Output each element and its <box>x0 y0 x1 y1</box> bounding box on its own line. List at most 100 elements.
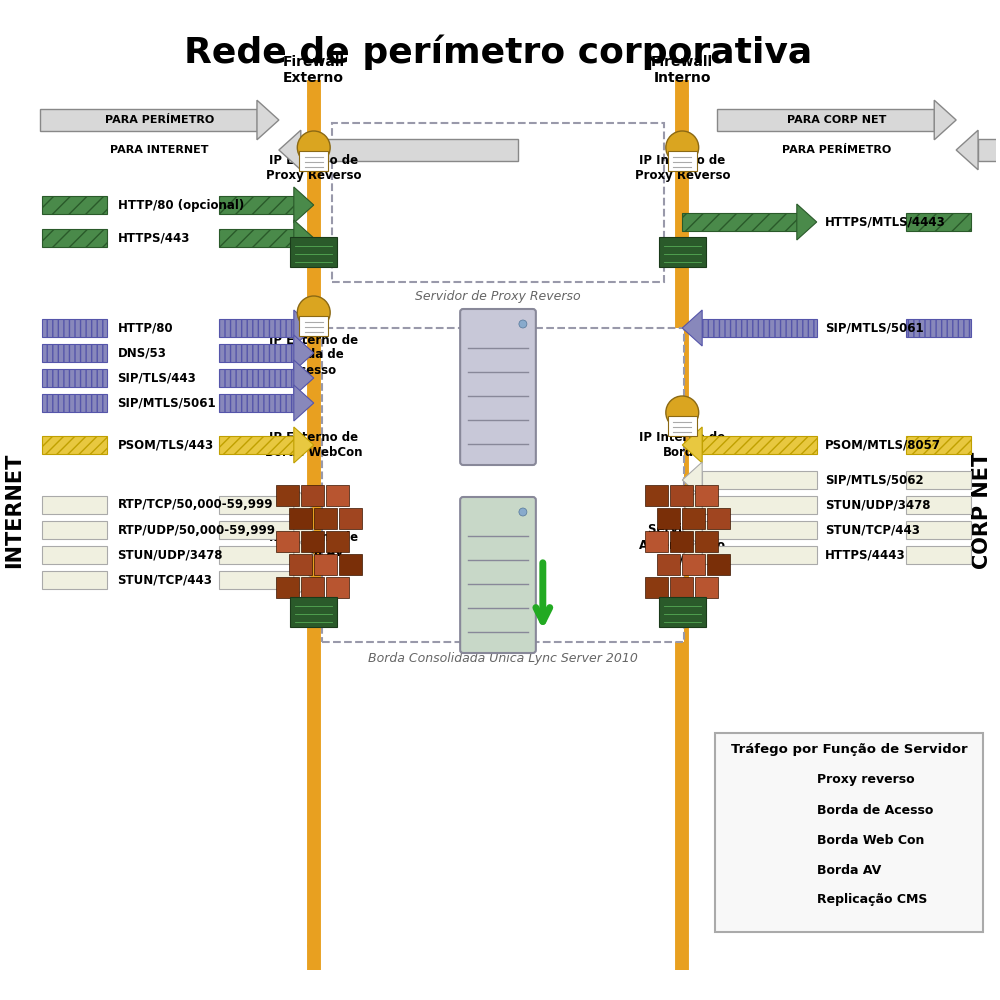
Polygon shape <box>326 485 349 506</box>
Polygon shape <box>682 554 705 574</box>
Text: SIP/MTLS/5061: SIP/MTLS/5061 <box>118 396 216 410</box>
Text: Tráfego por Função de Servidor: Tráfego por Função de Servidor <box>731 743 967 756</box>
FancyBboxPatch shape <box>219 369 294 387</box>
Text: HTTPS/443: HTTPS/443 <box>118 232 190 244</box>
Text: Rede de perímetro corporativa: Rede de perímetro corporativa <box>184 35 812 70</box>
Polygon shape <box>682 508 705 528</box>
Polygon shape <box>645 531 668 552</box>
FancyBboxPatch shape <box>727 891 807 909</box>
FancyBboxPatch shape <box>702 496 817 514</box>
Polygon shape <box>682 427 702 463</box>
FancyBboxPatch shape <box>668 151 697 171</box>
Polygon shape <box>301 485 324 506</box>
FancyBboxPatch shape <box>702 546 817 564</box>
Polygon shape <box>294 487 314 523</box>
FancyBboxPatch shape <box>702 471 817 489</box>
Circle shape <box>666 396 699 429</box>
FancyBboxPatch shape <box>727 861 807 879</box>
Circle shape <box>297 296 330 329</box>
Polygon shape <box>294 427 314 463</box>
Text: HTTP/80 (opcional): HTTP/80 (opcional) <box>118 198 244 212</box>
FancyBboxPatch shape <box>906 436 971 454</box>
Polygon shape <box>294 512 314 548</box>
Text: PARA PERÍMETRO: PARA PERÍMETRO <box>105 115 214 125</box>
Polygon shape <box>682 462 702 498</box>
Polygon shape <box>645 485 668 506</box>
FancyBboxPatch shape <box>42 496 107 514</box>
FancyBboxPatch shape <box>40 109 257 131</box>
Text: Serviço de
Autenticação
A/V: Serviço de Autenticação A/V <box>639 524 726 566</box>
Text: IP Externo de
Proxy Reverso: IP Externo de Proxy Reverso <box>266 154 361 182</box>
Polygon shape <box>695 577 718 597</box>
Text: RTP/TCP/50,000-59,999: RTP/TCP/50,000-59,999 <box>118 498 273 512</box>
Text: INTERNET: INTERNET <box>4 452 24 568</box>
FancyBboxPatch shape <box>668 416 697 436</box>
FancyBboxPatch shape <box>659 597 706 627</box>
Polygon shape <box>289 554 312 574</box>
Text: IP Interno de
Proxy Reverso: IP Interno de Proxy Reverso <box>635 154 730 182</box>
Polygon shape <box>339 554 362 574</box>
Text: IP Interno de
Borda: IP Interno de Borda <box>639 431 725 459</box>
Polygon shape <box>707 554 730 574</box>
Text: HTTPS/MTLS/4443: HTTPS/MTLS/4443 <box>825 216 945 229</box>
Polygon shape <box>682 487 702 523</box>
FancyBboxPatch shape <box>301 139 518 161</box>
FancyBboxPatch shape <box>727 771 807 789</box>
Polygon shape <box>657 508 680 528</box>
FancyBboxPatch shape <box>219 344 294 362</box>
Polygon shape <box>695 531 718 552</box>
FancyBboxPatch shape <box>42 571 107 589</box>
Text: IP Externo de
Borda WebCon: IP Externo de Borda WebCon <box>265 431 362 459</box>
Text: Borda Consolidada Única Lync Server 2010: Borda Consolidada Única Lync Server 2010 <box>368 650 638 665</box>
Polygon shape <box>670 485 693 506</box>
Polygon shape <box>326 531 349 552</box>
FancyBboxPatch shape <box>906 213 971 231</box>
Text: PSOM/MTLS/8057: PSOM/MTLS/8057 <box>825 438 941 452</box>
FancyBboxPatch shape <box>219 521 294 539</box>
Polygon shape <box>670 577 693 597</box>
FancyBboxPatch shape <box>299 151 328 171</box>
Text: PARA CORP NET: PARA CORP NET <box>787 115 886 125</box>
FancyBboxPatch shape <box>42 369 107 387</box>
Polygon shape <box>294 310 314 346</box>
Polygon shape <box>670 531 693 552</box>
Polygon shape <box>294 335 314 371</box>
FancyBboxPatch shape <box>906 471 971 489</box>
FancyBboxPatch shape <box>332 123 664 282</box>
FancyBboxPatch shape <box>906 319 971 337</box>
FancyBboxPatch shape <box>682 213 797 231</box>
Circle shape <box>666 131 699 164</box>
Polygon shape <box>294 562 314 598</box>
Text: IP Externo de
Borda de
Acesso: IP Externo de Borda de Acesso <box>269 334 358 376</box>
FancyBboxPatch shape <box>460 497 536 653</box>
Text: Borda AV: Borda AV <box>817 863 881 876</box>
FancyBboxPatch shape <box>219 571 294 589</box>
Polygon shape <box>657 554 680 574</box>
FancyBboxPatch shape <box>727 831 807 849</box>
FancyBboxPatch shape <box>978 139 1000 161</box>
Polygon shape <box>294 187 314 223</box>
Polygon shape <box>707 508 730 528</box>
Text: CORP NET: CORP NET <box>972 451 992 569</box>
Polygon shape <box>934 100 956 140</box>
Text: HTTPS/4443: HTTPS/4443 <box>825 548 905 562</box>
Text: Proxy reverso: Proxy reverso <box>817 774 914 786</box>
FancyBboxPatch shape <box>219 546 294 564</box>
Text: PARA INTERNET: PARA INTERNET <box>110 145 209 155</box>
Text: Borda Web Con: Borda Web Con <box>817 834 924 846</box>
Text: Borda de Acesso: Borda de Acesso <box>817 804 933 816</box>
Polygon shape <box>682 537 702 573</box>
Polygon shape <box>797 204 817 240</box>
Text: PSOM/TLS/443: PSOM/TLS/443 <box>118 438 214 452</box>
Circle shape <box>519 320 527 328</box>
Polygon shape <box>314 508 337 528</box>
FancyBboxPatch shape <box>42 394 107 412</box>
FancyBboxPatch shape <box>290 597 337 627</box>
FancyBboxPatch shape <box>702 521 817 539</box>
Text: Servidor de Proxy Reverso: Servidor de Proxy Reverso <box>415 290 581 303</box>
FancyBboxPatch shape <box>299 316 328 336</box>
FancyBboxPatch shape <box>42 521 107 539</box>
FancyBboxPatch shape <box>906 496 971 514</box>
Polygon shape <box>682 512 702 548</box>
Polygon shape <box>645 577 668 597</box>
